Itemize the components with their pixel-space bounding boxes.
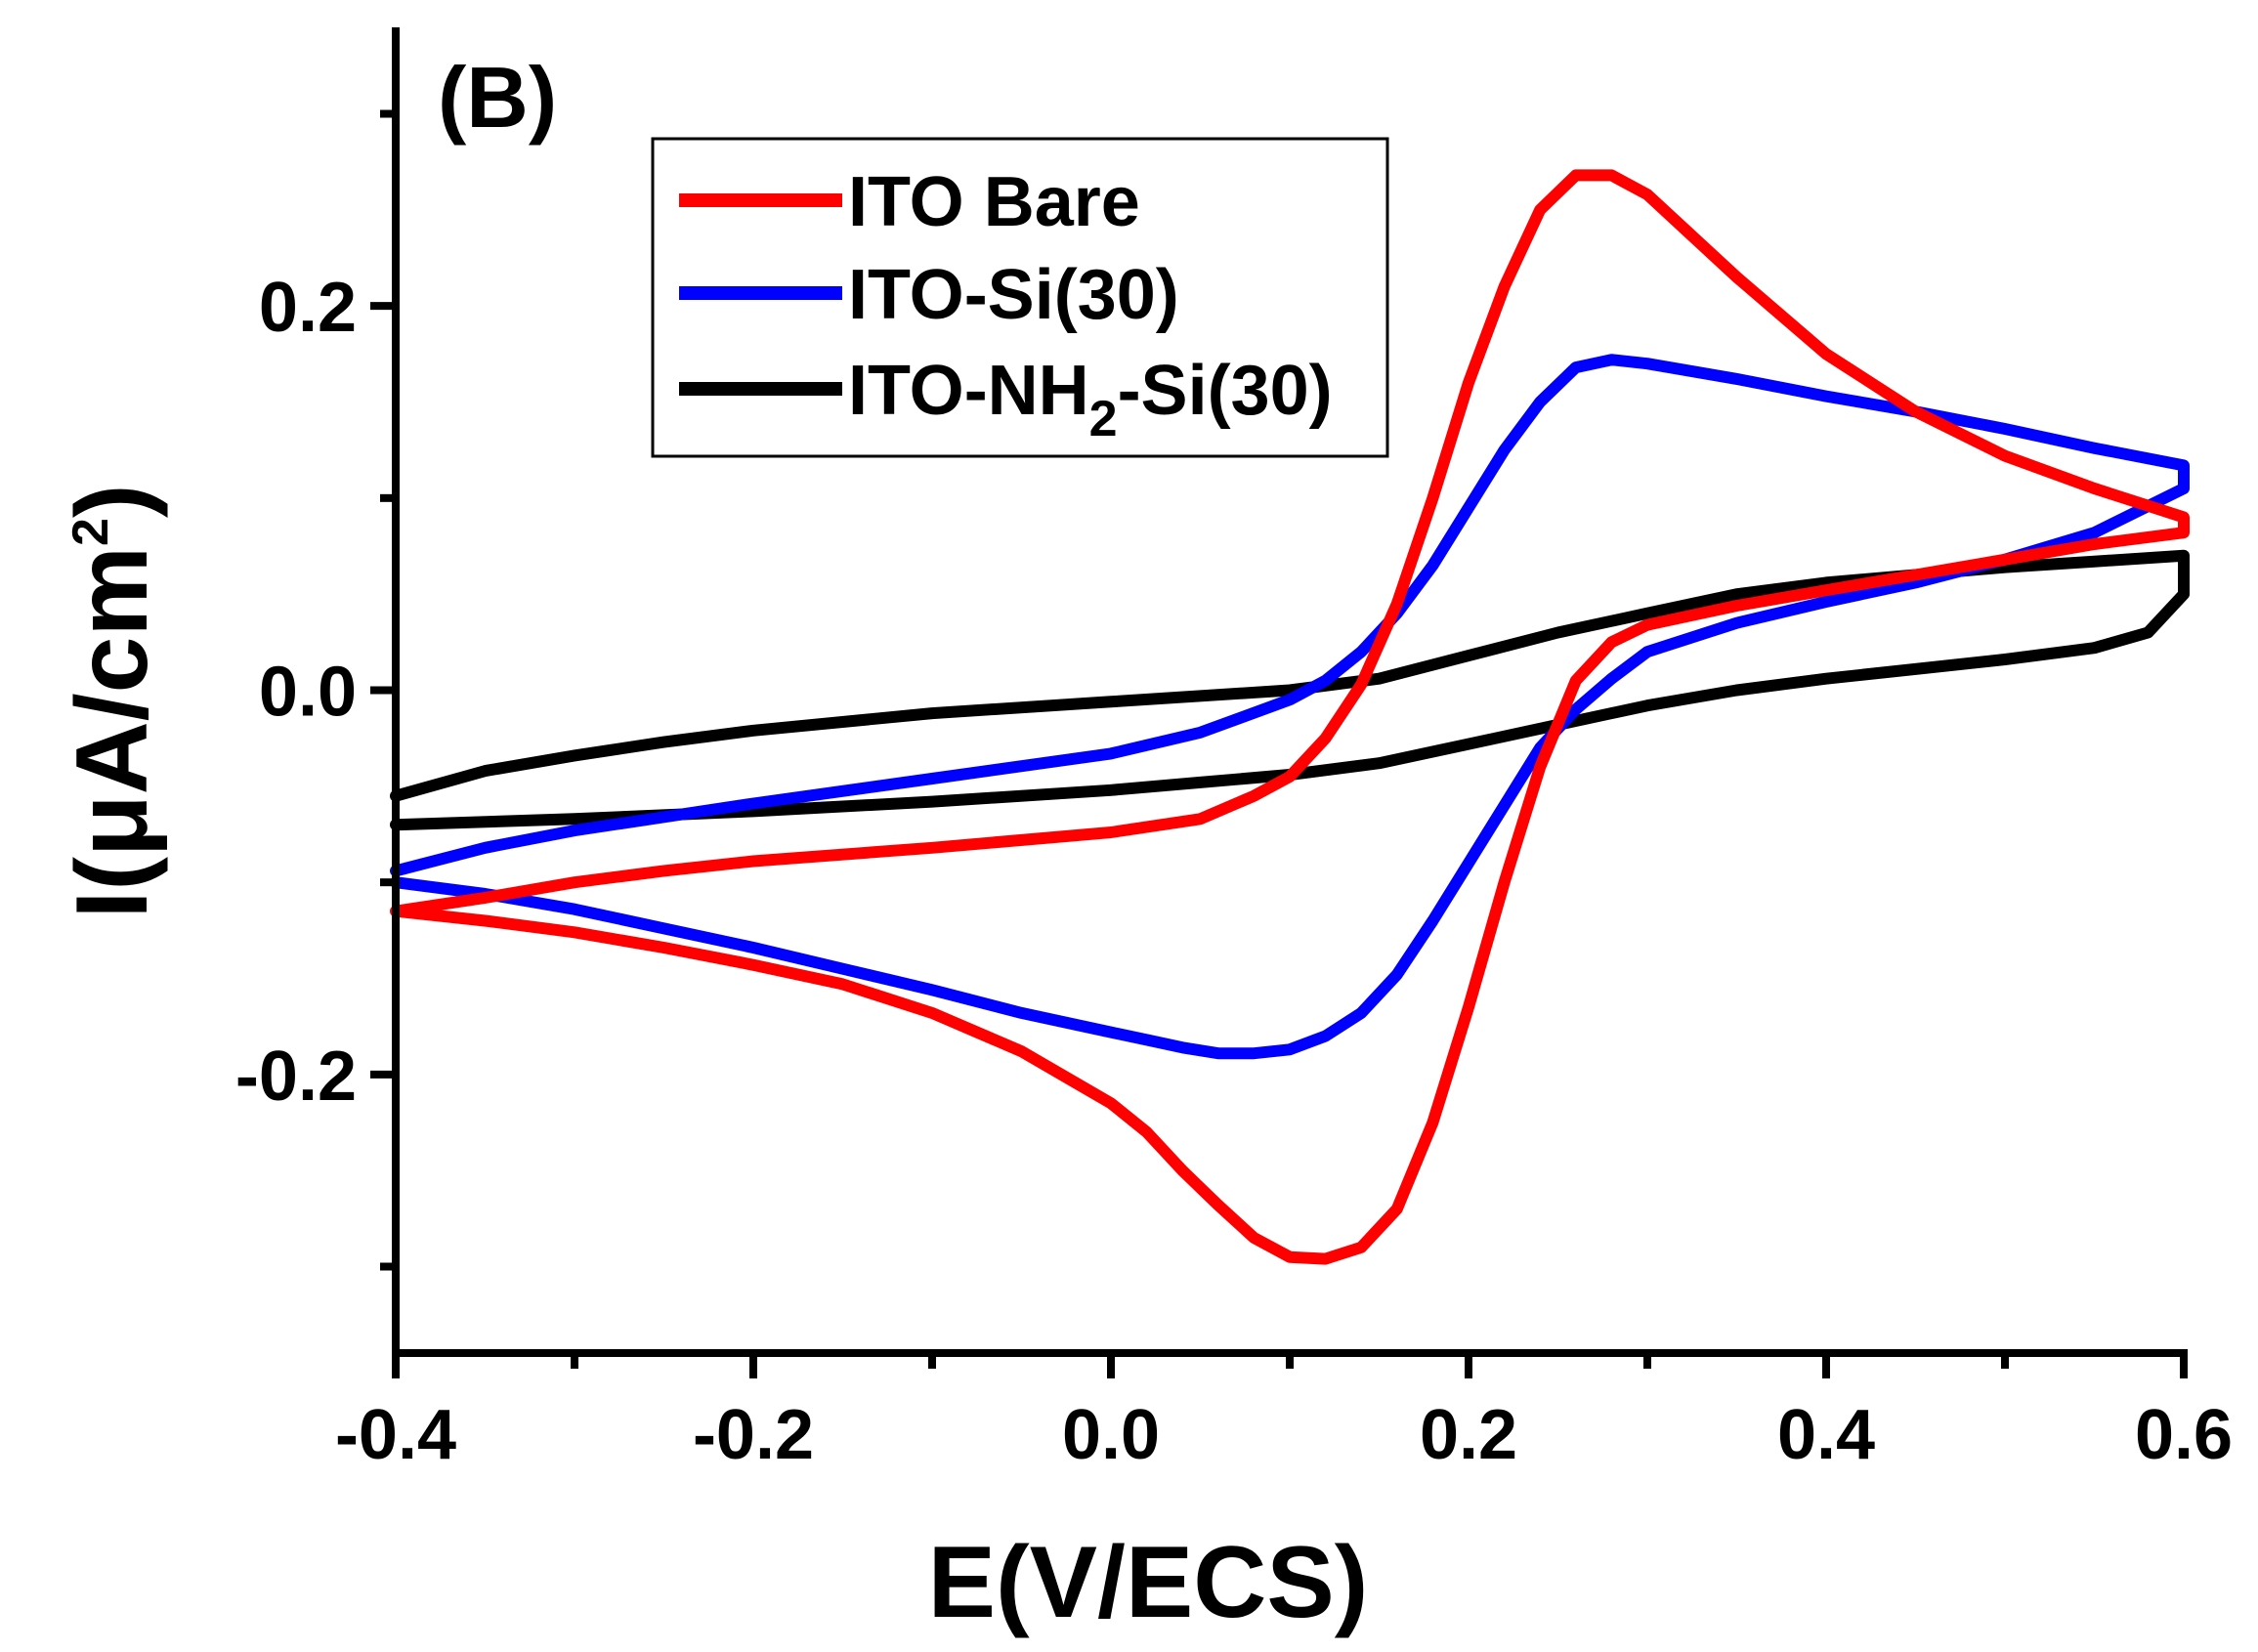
x-tick-label: 0.0 (1062, 1396, 1160, 1474)
x-tick-label: 0.6 (2135, 1396, 2233, 1474)
legend-label-text: ITO-NH (848, 352, 1089, 430)
x-tick-label: -0.4 (335, 1396, 456, 1474)
legend-label: ITO-NH2-Si(30) (848, 352, 1333, 447)
series-layer (390, 169, 2190, 1265)
legend-label-subscript: 2 (1089, 391, 1118, 447)
y-tick-label: 0.0 (259, 654, 357, 732)
x-tick-label: 0.2 (1420, 1396, 1517, 1474)
series-line-ito-bare (390, 169, 2190, 1265)
series-line-ito-nh2-si-30- (390, 549, 2190, 831)
y-axis-title: I(μA/cm2) (56, 484, 169, 918)
ticks-layer: -0.4 -0.2 0.0 0.2 0.4 0.6 -0.2 0.0 0.2 (235, 109, 2233, 1474)
legend-label-suffix: -Si(30) (1118, 352, 1333, 430)
x-axis-title: E(V/ECS) (928, 1526, 1369, 1639)
legend: ITO Bare ITO-Si(30) ITO-NH2-Si(30) (651, 137, 1389, 458)
y-axis-title-close: ) (56, 484, 169, 518)
y-axis-title-superscript: 2 (63, 518, 119, 546)
legend-label: ITO Bare (848, 163, 1140, 241)
y-tick-label: -0.2 (235, 1038, 357, 1116)
legend-label: ITO-Si(30) (848, 256, 1179, 334)
x-tick-label: 0.4 (1777, 1396, 1875, 1474)
legend-label-text: ITO Bare (848, 163, 1140, 241)
panel-label: (B) (438, 49, 557, 146)
y-axis-title-main: I(μA/cm (56, 546, 169, 918)
legend-label-text: ITO-Si(30) (848, 256, 1179, 334)
x-tick-label: -0.2 (693, 1396, 814, 1474)
y-tick-label: 0.2 (259, 269, 357, 347)
